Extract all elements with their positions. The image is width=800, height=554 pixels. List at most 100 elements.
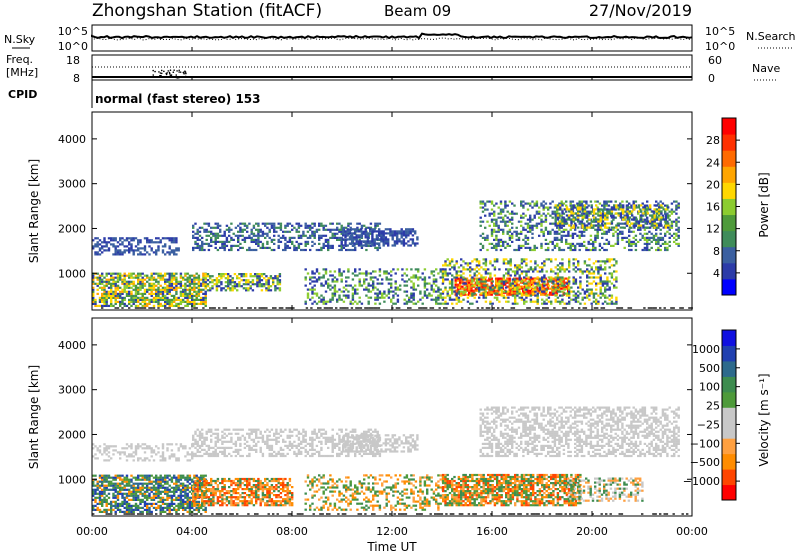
echo-cell [428, 276, 431, 279]
echo-cell [92, 296, 95, 299]
echo-cell [610, 244, 613, 247]
echo-cell [92, 484, 95, 487]
echo-cell [396, 294, 400, 297]
echo-cell [324, 240, 328, 243]
echo-cell [152, 286, 156, 289]
echo-cell [333, 232, 337, 235]
echo-cell [132, 504, 135, 507]
echo-cell [484, 258, 488, 261]
echo-cell [640, 204, 643, 207]
echo-cell [107, 508, 111, 511]
echo-cell [667, 216, 670, 219]
echo-cell [256, 279, 259, 282]
echo-cell [374, 246, 377, 249]
echo-cell [175, 276, 178, 279]
echo-cell [351, 234, 354, 237]
echo-cell [240, 275, 243, 278]
echo-cell [119, 292, 122, 295]
echo-cell [232, 238, 235, 241]
ground-echo-cell [510, 307, 513, 309]
echo-cell [502, 294, 506, 297]
nave-dip-blob [152, 69, 187, 79]
echo-cell [475, 264, 479, 267]
echo-cell [423, 280, 427, 283]
ground-echo-cell [582, 307, 585, 309]
echo-cell [612, 234, 615, 237]
echo-cell [306, 292, 310, 295]
echo-cell [211, 285, 214, 288]
echo-cell [219, 230, 222, 233]
echo-cell [596, 200, 599, 203]
echo-cell [168, 292, 171, 295]
y-tick-label: 4000 [58, 133, 86, 146]
echo-cell [523, 282, 526, 285]
echo-cell [532, 300, 535, 303]
echo-cell [295, 222, 298, 225]
echo-cell [601, 280, 605, 283]
echo-cell [105, 510, 108, 513]
echo-cell [554, 300, 557, 303]
echo-cell [161, 286, 165, 289]
echo-cell [589, 200, 593, 203]
echo-cell [205, 230, 208, 233]
echo-cell [516, 294, 519, 297]
echo-cell [116, 494, 120, 497]
echo-cell [540, 202, 543, 205]
echo-cell [435, 300, 438, 303]
echo-cell [402, 244, 406, 247]
echo-cell [461, 285, 464, 288]
echo-cell [250, 248, 253, 252]
echo-cell [535, 202, 539, 205]
echo-cell [460, 294, 463, 297]
echo-cell [98, 480, 102, 483]
echo-cell [643, 246, 647, 249]
echo-cell [544, 277, 547, 280]
echo-cell [522, 238, 525, 241]
echo-cell [304, 302, 307, 305]
echo-cell [523, 302, 526, 305]
echo-cell [514, 300, 517, 303]
echo-cell [430, 270, 433, 273]
echo-cell [646, 240, 649, 243]
freq-label-1: Freq. [6, 53, 33, 66]
echo-cell [520, 292, 524, 295]
echo-cell [255, 242, 258, 245]
echo-cell [493, 296, 497, 299]
echo-cell [132, 496, 135, 499]
echo-cell [524, 236, 527, 239]
echo-cell [666, 212, 669, 215]
echo-cell [653, 218, 656, 221]
echo-cell [462, 298, 465, 301]
echo-cell [284, 244, 287, 247]
echo-cell [121, 253, 124, 256]
echo-cell [311, 232, 314, 235]
echo-cell [568, 302, 571, 305]
ground-echo-cell [418, 307, 421, 309]
echo-cell [516, 286, 519, 289]
echo-cell [516, 288, 519, 291]
echo-cell [322, 300, 325, 303]
echo-cell [376, 292, 379, 295]
echo-cell [309, 288, 312, 291]
echo-cell [94, 508, 97, 511]
echo-cell [219, 240, 222, 243]
echo-cell [311, 244, 314, 247]
echo-cell [351, 286, 355, 289]
echo-cell [240, 285, 243, 288]
echo-cell [528, 289, 532, 292]
echo-cell [622, 226, 625, 229]
echo-cell [233, 283, 237, 286]
echo-cell [204, 304, 207, 307]
ground-echo-cell [224, 307, 228, 309]
echo-cell [580, 200, 584, 203]
ground-echo-cell [398, 307, 401, 309]
echo-cell [166, 272, 169, 275]
echo-cell [594, 240, 597, 243]
echo-cell [320, 300, 323, 303]
echo-cell [648, 248, 651, 252]
echo-cell [254, 273, 257, 276]
echo-cell [329, 300, 332, 303]
echo-cell [551, 216, 554, 219]
echo-cell [500, 284, 503, 287]
echo-cell [380, 230, 383, 233]
